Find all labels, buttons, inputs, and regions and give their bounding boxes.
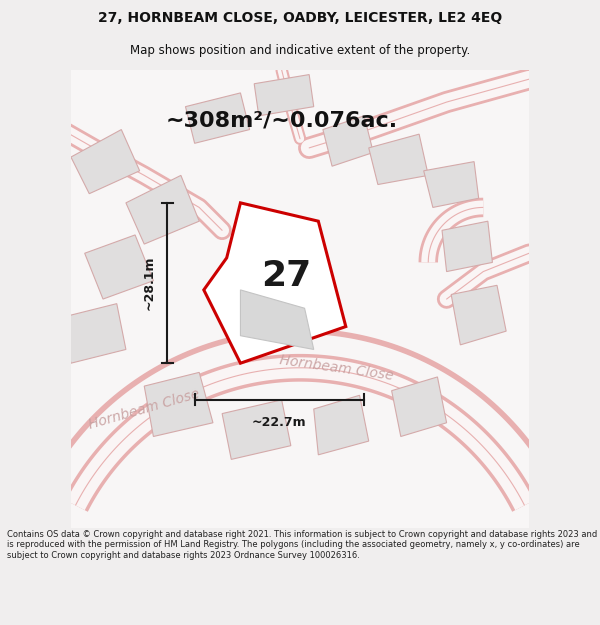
Text: 27, HORNBEAM CLOSE, OADBY, LEICESTER, LE2 4EQ: 27, HORNBEAM CLOSE, OADBY, LEICESTER, LE… bbox=[98, 11, 502, 24]
Text: ~308m²/~0.076ac.: ~308m²/~0.076ac. bbox=[166, 111, 398, 131]
Polygon shape bbox=[323, 116, 373, 166]
Polygon shape bbox=[369, 134, 428, 184]
Polygon shape bbox=[451, 286, 506, 345]
Polygon shape bbox=[254, 74, 314, 116]
Polygon shape bbox=[222, 400, 291, 459]
Text: Hornbeam Close: Hornbeam Close bbox=[87, 386, 202, 432]
Text: ~22.7m: ~22.7m bbox=[252, 416, 307, 429]
Polygon shape bbox=[241, 290, 314, 349]
Text: Hornbeam Close: Hornbeam Close bbox=[279, 353, 395, 382]
Polygon shape bbox=[71, 129, 140, 194]
Polygon shape bbox=[314, 395, 369, 455]
Polygon shape bbox=[204, 203, 346, 363]
Polygon shape bbox=[185, 93, 250, 143]
Text: ~28.1m: ~28.1m bbox=[142, 256, 155, 310]
Polygon shape bbox=[85, 235, 154, 299]
Polygon shape bbox=[71, 70, 529, 528]
Polygon shape bbox=[392, 377, 446, 436]
Polygon shape bbox=[442, 221, 493, 272]
Text: Map shows position and indicative extent of the property.: Map shows position and indicative extent… bbox=[130, 44, 470, 57]
Polygon shape bbox=[62, 304, 126, 363]
Text: 27: 27 bbox=[261, 259, 311, 293]
Polygon shape bbox=[424, 162, 479, 208]
Text: Contains OS data © Crown copyright and database right 2021. This information is : Contains OS data © Crown copyright and d… bbox=[7, 530, 598, 560]
Polygon shape bbox=[126, 176, 199, 244]
Polygon shape bbox=[144, 372, 213, 436]
